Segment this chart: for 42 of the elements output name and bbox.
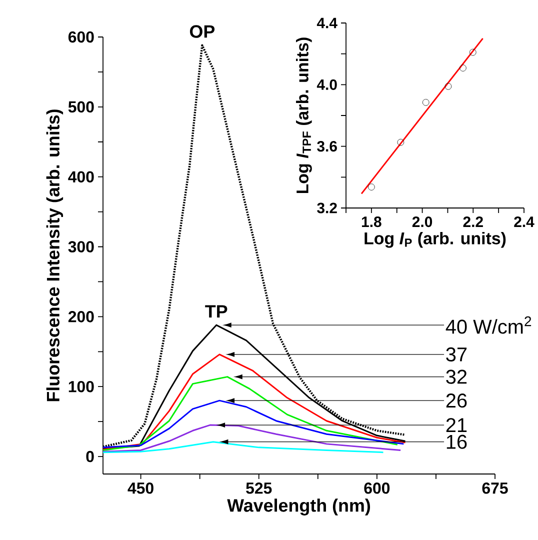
y-tick-label: 100 xyxy=(68,380,94,392)
line-series xyxy=(102,424,402,452)
x-axis-title: Wavelength (nm) xyxy=(227,498,370,516)
point xyxy=(460,64,466,72)
y-tick-label: 4.4 xyxy=(316,18,338,28)
x-tick-label: 450 xyxy=(128,482,154,494)
y-tick-label: 3.2 xyxy=(317,202,337,214)
point xyxy=(368,184,375,190)
x-axis-title: Log I$_{P}$ (arb. units) xyxy=(364,232,506,248)
line-series xyxy=(102,354,406,450)
point xyxy=(470,48,476,56)
x-tick-label: 2.4 xyxy=(514,216,534,227)
y-tick-label: 400 xyxy=(68,171,94,182)
text: 32 xyxy=(446,370,467,384)
x-tick-label: 525 xyxy=(246,482,272,494)
text: 4.0 xyxy=(316,79,337,90)
x-tick-label: 600 xyxy=(364,482,390,494)
text: 2.0 xyxy=(412,216,432,228)
x-tick-label: 2.2 xyxy=(463,216,483,227)
point xyxy=(444,82,452,90)
annotation: TP xyxy=(205,305,228,318)
point xyxy=(397,138,404,146)
text: 37 xyxy=(446,347,467,362)
line-series xyxy=(102,441,384,454)
x-tick-label: 1.8 xyxy=(362,216,382,228)
annotation: OP xyxy=(190,25,215,38)
text: 40 W/cm$^{2}$ xyxy=(446,316,532,334)
y-tick-label: 600 xyxy=(68,31,94,43)
text: 26 xyxy=(446,394,467,408)
x-tick-label: 675 xyxy=(482,482,508,494)
y-tick-label: 200 xyxy=(68,311,94,322)
y-tick-label: 0 xyxy=(86,450,94,462)
y-tick-label: 300 xyxy=(68,241,94,252)
y-axis-title: Fluorescence Intensity (arb. units) xyxy=(46,110,64,402)
y-tick-label: 500 xyxy=(68,101,94,113)
line-series xyxy=(102,376,398,451)
y-axis-title: Log I$_{TPF}$ (arb. units) xyxy=(296,38,312,194)
text: 21 xyxy=(446,418,467,432)
line-series xyxy=(102,400,404,448)
y-tick-label: 3.6 xyxy=(317,141,337,152)
point xyxy=(422,99,430,106)
text: 16 xyxy=(446,434,467,449)
